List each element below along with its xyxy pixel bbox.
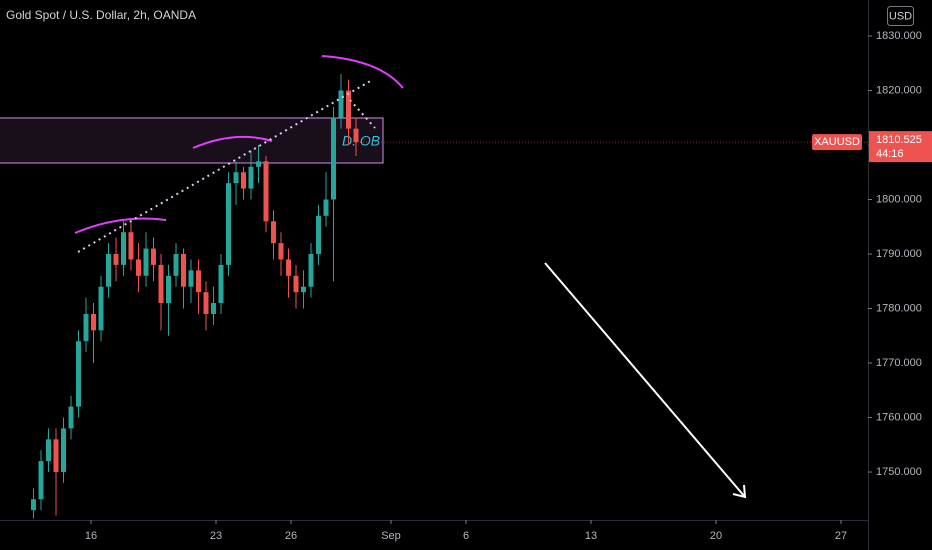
price-label: 1810.525	[876, 134, 922, 146]
price-tag	[869, 131, 932, 163]
x-tick-label: 6	[463, 530, 469, 542]
candle-body	[98, 286, 104, 331]
candle-body	[241, 172, 246, 189]
candle-body	[248, 166, 254, 189]
candle-body	[128, 232, 134, 260]
y-tick-label: 1790.000	[876, 248, 922, 260]
candle-body	[151, 248, 156, 265]
candle-body	[233, 172, 239, 184]
candle-body	[53, 439, 59, 473]
trend-line	[77, 79, 373, 253]
chart-title: Gold Spot / U.S. Dollar, 2h, OANDA	[6, 8, 196, 22]
candle-body	[301, 286, 306, 293]
x-tick-label: Sep	[381, 530, 401, 542]
candle-body	[121, 232, 126, 265]
candle-body	[106, 254, 111, 287]
candle-body	[61, 428, 66, 473]
x-tick-label: 20	[710, 530, 722, 542]
candle-body	[31, 499, 36, 511]
candle-body	[271, 221, 276, 244]
candle-body	[38, 461, 44, 500]
candle-body	[91, 313, 96, 331]
order-block-zone: D. OB	[0, 117, 384, 164]
candle-body	[196, 270, 201, 293]
candle-body	[76, 341, 81, 407]
x-tick-label: 26	[285, 530, 297, 542]
zone-box	[0, 117, 384, 164]
candle-body	[316, 215, 321, 255]
candle-body	[113, 254, 119, 265]
candle-body	[263, 161, 269, 222]
x-tick-label: 23	[210, 530, 222, 542]
candle-body	[188, 270, 194, 287]
symbol-label: XAUUSD	[814, 136, 860, 148]
candle-body	[68, 406, 74, 429]
candle-body	[226, 183, 231, 265]
candle-body	[331, 117, 336, 200]
currency[interactable]: USD	[889, 10, 912, 22]
candle-body	[83, 313, 89, 342]
trend-line	[349, 99, 376, 129]
candle-body	[346, 90, 351, 129]
candle-body	[46, 439, 51, 462]
y-tick-label: 1830.000	[876, 30, 922, 42]
candle-body	[181, 254, 186, 287]
arrow-head	[732, 484, 747, 499]
candle-body	[293, 275, 299, 293]
symbol-tag	[812, 134, 862, 151]
arrow-line	[544, 262, 746, 498]
arc	[74, 217, 167, 234]
arc	[321, 55, 404, 89]
zone-label: D. OB	[342, 133, 380, 149]
candle-body	[286, 259, 291, 276]
y-tick-label: 1760.000	[876, 411, 922, 423]
y-tick-label: 1750.000	[876, 466, 922, 478]
candle-body	[173, 254, 179, 276]
arc	[192, 135, 273, 149]
candle-body	[203, 292, 209, 314]
x-tick-label: 13	[585, 530, 597, 542]
candle-body	[256, 161, 261, 167]
candle-body	[353, 128, 359, 143]
candle-body	[278, 243, 284, 260]
candle-body	[211, 303, 216, 314]
y-tick-label: 1770.000	[876, 357, 922, 369]
candle-body	[218, 264, 224, 304]
drawings	[74, 55, 747, 499]
y-tick-label: 1820.000	[876, 84, 922, 96]
candle-body	[166, 275, 171, 304]
candle-body	[143, 248, 149, 276]
candle-body	[136, 259, 141, 276]
y-tick-label: 1780.000	[876, 302, 922, 314]
currency-box[interactable]	[887, 6, 914, 26]
candle-body	[323, 199, 329, 216]
plot-area	[31, 74, 868, 519]
candle-body	[338, 90, 344, 118]
candle-body	[158, 264, 164, 304]
x-tick-label: 16	[85, 530, 97, 542]
x-tick-label: 27	[835, 530, 847, 542]
countdown-label: 44:16	[876, 148, 904, 160]
y-tick-label: 1800.000	[876, 193, 922, 205]
candle-body	[308, 254, 314, 287]
